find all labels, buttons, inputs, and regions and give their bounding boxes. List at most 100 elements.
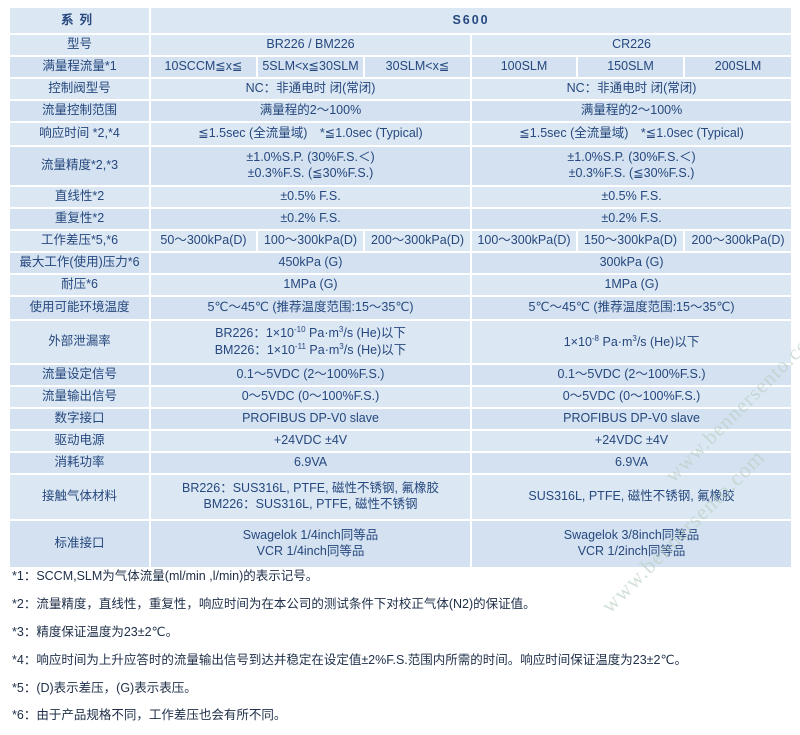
footnote-item: *6：由于产品规格不同，工作差压也会有所不同。: [12, 708, 287, 723]
header-series-label: 系列: [10, 8, 151, 35]
table-row: 流量设定信号 0.1～5VDC (2～100%F.S.) 0.1～5VDC (2…: [10, 364, 792, 387]
cell-linearity-left: ±0.5% F.S.: [150, 186, 472, 209]
row-label-accuracy: 流量精度*2,*3: [10, 146, 151, 187]
cell-digital-interface-right: PROFIBUS DP-V0 slave: [471, 408, 792, 431]
cell-flow-range-3: 30SLM<x≦: [364, 56, 472, 79]
cell-flow-range-5: 150SLM: [577, 56, 685, 79]
row-label-max-pressure: 最大工作(使用)压力*6: [10, 252, 151, 275]
table-row: 重复性*2 ±0.2% F.S. ±0.2% F.S.: [10, 208, 792, 231]
row-label-power-consumption: 消耗功率: [10, 452, 151, 475]
footnote-item: *1：SCCM,SLM为气体流量(ml/min ,l/min)的表示记号。: [12, 569, 319, 583]
cell-proof-pressure-left: 1MPa (G): [150, 274, 472, 297]
cell-control-range-left: 满量程的2～100%: [150, 100, 472, 123]
cell-ambient-temp-left: 5℃～45℃ (推荐温度范围:15～35℃): [150, 296, 472, 321]
specification-table: 系列 S600 型号 BR226 / BM226 CR226 满量程流量*1 1…: [10, 8, 792, 569]
table-row: 耐压*6 1MPa (G) 1MPa (G): [10, 274, 792, 297]
cell-diff-pressure-4: 100～300kPa(D): [471, 230, 578, 253]
cell-response-time-right: ≦1.5sec (全流量域) *≦1.0sec (Typical): [471, 122, 792, 147]
footnote-item: *5：(D)表示差压，(G)表示表压。: [12, 680, 197, 695]
table-header: 系列 S600: [10, 8, 792, 35]
standard-port-left-line2: VCR 1/4inch同等品: [256, 544, 365, 558]
row-label-power-supply: 驱动电源: [10, 430, 151, 453]
cell-max-pressure-right: 300kPa (G): [471, 252, 792, 275]
cell-repeatability-left: ±0.2% F.S.: [150, 208, 472, 231]
footnote-item: *3：精度保证温度为23±2℃。: [12, 624, 179, 639]
specification-table-container: 系列 S600 型号 BR226 / BM226 CR226 满量程流量*1 1…: [10, 8, 792, 569]
table-row: 数字接口 PROFIBUS DP-V0 slave PROFIBUS DP-V0…: [10, 408, 792, 431]
standard-port-right-line2: VCR 1/2inch同等品: [577, 544, 686, 558]
table-row: 流量输出信号 0～5VDC (0～100%F.S.) 0～5VDC (0～100…: [10, 386, 792, 409]
cell-max-pressure-left: 450kPa (G): [150, 252, 472, 275]
row-label-digital-interface: 数字接口: [10, 408, 151, 431]
row-label-model: 型号: [10, 34, 151, 57]
header-model-group: S600: [150, 8, 792, 35]
row-label-set-signal: 流量设定信号: [10, 364, 151, 387]
table-row: 流量控制范围 满量程的2～100% 满量程的2～100%: [10, 100, 792, 123]
cell-power-supply-left: +24VDC ±4V: [150, 430, 472, 453]
cell-diff-pressure-6: 200～300kPa(D): [684, 230, 792, 253]
table-row: 接触气体材料 BR226：SUS316L, PTFE, 磁性不锈钢, 氟橡胶 B…: [10, 474, 792, 521]
row-label-output-signal: 流量输出信号: [10, 386, 151, 409]
standard-port-right-line1: Swagelok 3/8inch同等品: [563, 528, 700, 543]
wetted-left-line1: BR226：SUS316L, PTFE, 磁性不锈钢, 氟橡胶: [181, 481, 439, 496]
cell-power-consumption-right: 6.9VA: [471, 452, 792, 475]
cell-standard-port-left: Swagelok 1/4inch同等品 VCR 1/4inch同等品: [150, 520, 472, 569]
row-label-standard-port: 标准接口: [10, 520, 151, 569]
cell-valve-type-right: NC：非通电时 闭(常闭): [471, 78, 792, 101]
row-label-leak-rate: 外部泄漏率: [10, 320, 151, 365]
cell-accuracy-left: ±1.0%S.P. (30%F.S.＜) ±0.3%F.S. (≦30%F.S.…: [150, 146, 472, 187]
header-row: 系列 S600: [10, 8, 792, 35]
cell-diff-pressure-5: 150～300kPa(D): [577, 230, 685, 253]
cell-linearity-right: ±0.5% F.S.: [471, 186, 792, 209]
footnote-item: *2：流量精度，直线性，重复性，响应时间为在本公司的测试条件下对校正气体(N2)…: [12, 596, 536, 611]
cell-response-time-left: ≦1.5sec (全流量域) *≦1.0sec (Typical): [150, 122, 472, 147]
cell-power-supply-right: +24VDC ±4V: [471, 430, 792, 453]
row-label-proof-pressure: 耐压*6: [10, 274, 151, 297]
table-row: 外部泄漏率 BR226：1×10-10 Pa·m3/s (He)以下 BM226…: [10, 320, 792, 365]
cell-repeatability-right: ±0.2% F.S.: [471, 208, 792, 231]
cell-proof-pressure-right: 1MPa (G): [471, 274, 792, 297]
cell-flow-range-6: 200SLM: [684, 56, 792, 79]
cell-leak-rate-right: 1×10-8 Pa·m3/s (He)以下: [471, 320, 792, 365]
table-row: 使用可能环境温度 5℃～45℃ (推荐温度范围:15～35℃) 5℃～45℃ (…: [10, 296, 792, 321]
cell-diff-pressure-1: 50～300kPa(D): [150, 230, 258, 253]
table-row: 标准接口 Swagelok 1/4inch同等品 VCR 1/4inch同等品 …: [10, 520, 792, 569]
table-row: 工作差压*5,*6 50～300kPa(D) 100～300kPa(D) 200…: [10, 230, 792, 253]
table-row: 直线性*2 ±0.5% F.S. ±0.5% F.S.: [10, 186, 792, 209]
accuracy-right-line1: ±1.0%S.P. (30%F.S.＜): [567, 150, 696, 165]
cell-flow-range-4: 100SLM: [471, 56, 578, 79]
cell-wetted-material-right: SUS316L, PTFE, 磁性不锈钢, 氟橡胶: [471, 474, 792, 521]
accuracy-right-line2: ±0.3%F.S. (≦30%F.S.): [568, 166, 695, 180]
cell-diff-pressure-2: 100～300kPa(D): [257, 230, 365, 253]
cell-model-right: CR226: [471, 34, 792, 57]
row-label-linearity: 直线性*2: [10, 186, 151, 209]
leak-rate-left-line2: BM226：1×10-11 Pa·m3/s (He)以下: [214, 342, 407, 358]
cell-wetted-material-left: BR226：SUS316L, PTFE, 磁性不锈钢, 氟橡胶 BM226：SU…: [150, 474, 472, 521]
cell-leak-rate-left: BR226：1×10-10 Pa·m3/s (He)以下 BM226：1×10-…: [150, 320, 472, 365]
cell-flow-range-2: 5SLM<x≦30SLM: [257, 56, 365, 79]
row-label-flow-range: 满量程流量*1: [10, 56, 151, 79]
cell-flow-range-1: 10SCCM≦x≦: [150, 56, 258, 79]
row-label-repeatability: 重复性*2: [10, 208, 151, 231]
cell-digital-interface-left: PROFIBUS DP-V0 slave: [150, 408, 472, 431]
leak-rate-right-line1: 1×10-8 Pa·m3/s (He)以下: [563, 333, 700, 349]
row-label-control-range: 流量控制范围: [10, 100, 151, 123]
cell-output-signal-left: 0～5VDC (0～100%F.S.): [150, 386, 472, 409]
row-label-ambient-temp: 使用可能环境温度: [10, 296, 151, 321]
standard-port-left-line1: Swagelok 1/4inch同等品: [242, 528, 379, 543]
footnote-item: *4：响应时间为上升应答时的流量输出信号到达并稳定在设定值±2%F.S.范围内所…: [12, 652, 688, 667]
cell-output-signal-right: 0～5VDC (0～100%F.S.): [471, 386, 792, 409]
leak-rate-left-line1: BR226：1×10-10 Pa·m3/s (He)以下: [215, 325, 406, 341]
accuracy-left-line1: ±1.0%S.P. (30%F.S.＜): [246, 150, 375, 165]
cell-power-consumption-left: 6.9VA: [150, 452, 472, 475]
table-row: 控制阀型号 NC：非通电时 闭(常闭) NC：非通电时 闭(常闭): [10, 78, 792, 101]
footnotes-list: *1：SCCM,SLM为气体流量(ml/min ,l/min)的表示记号。 *2…: [12, 568, 782, 735]
cell-diff-pressure-3: 200～300kPa(D): [364, 230, 472, 253]
table-body: 型号 BR226 / BM226 CR226 满量程流量*1 10SCCM≦x≦…: [10, 34, 792, 569]
cell-control-range-right: 满量程的2～100%: [471, 100, 792, 123]
table-row: 型号 BR226 / BM226 CR226: [10, 34, 792, 57]
cell-set-signal-right: 0.1～5VDC (2～100%F.S.): [471, 364, 792, 387]
row-label-diff-pressure: 工作差压*5,*6: [10, 230, 151, 253]
cell-standard-port-right: Swagelok 3/8inch同等品 VCR 1/2inch同等品: [471, 520, 792, 569]
table-row: 满量程流量*1 10SCCM≦x≦ 5SLM<x≦30SLM 30SLM<x≦ …: [10, 56, 792, 79]
